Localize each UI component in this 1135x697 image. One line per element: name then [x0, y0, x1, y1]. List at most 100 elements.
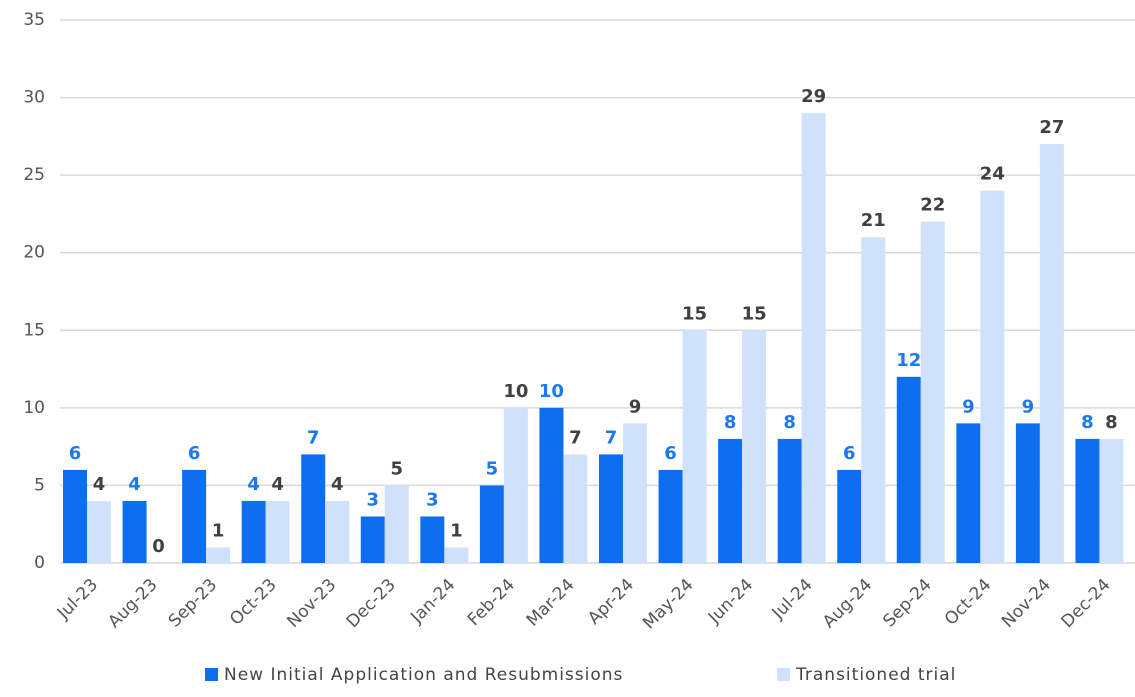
bar — [360, 516, 385, 563]
bar — [265, 500, 290, 563]
bar — [325, 500, 350, 563]
bar — [896, 376, 921, 563]
value-label: 4 — [331, 474, 344, 495]
bar — [301, 454, 326, 563]
y-tick-label: 25 — [23, 165, 45, 185]
x-tick-label: Dec-23 — [343, 575, 400, 632]
bar — [837, 469, 862, 563]
bar — [777, 438, 802, 563]
bar — [241, 500, 266, 563]
y-tick-label: 35 — [23, 10, 45, 30]
x-tick-label: Aug-23 — [104, 575, 161, 632]
x-tick-label: Jan-24 — [406, 575, 459, 628]
bar — [479, 485, 504, 563]
bar — [420, 516, 445, 563]
value-label: 29 — [801, 86, 826, 107]
legend-swatch — [777, 668, 790, 681]
legend-label: Transitioned trial — [795, 665, 956, 685]
value-label: 6 — [188, 443, 201, 464]
y-tick-label: 10 — [23, 398, 45, 418]
value-label: 6 — [843, 443, 856, 464]
x-tick-label: Nov-23 — [283, 575, 340, 632]
bar — [384, 485, 409, 563]
y-tick-label: 0 — [34, 553, 45, 573]
value-label: 9 — [1022, 396, 1035, 417]
x-tick-label: Jul-24 — [768, 575, 817, 624]
x-tick-label: Nov-24 — [998, 575, 1055, 632]
bar — [63, 469, 87, 563]
value-label: 0 — [152, 536, 165, 557]
y-tick-label: 5 — [34, 475, 45, 495]
value-label: 6 — [69, 443, 82, 464]
bar — [956, 423, 981, 563]
value-label: 7 — [569, 427, 582, 448]
bar — [801, 113, 826, 563]
bar — [1099, 438, 1124, 563]
value-label: 27 — [1039, 117, 1064, 138]
x-tick-label: Oct-23 — [226, 575, 281, 630]
bar — [599, 454, 623, 563]
y-tick-label: 15 — [23, 320, 45, 340]
bar — [920, 221, 945, 563]
bar — [122, 500, 147, 563]
bar — [539, 407, 564, 563]
bar — [861, 237, 886, 563]
value-label: 5 — [391, 458, 404, 479]
legend-swatch — [205, 668, 218, 681]
bar — [87, 500, 111, 563]
value-label: 9 — [629, 396, 642, 417]
bar — [182, 469, 207, 563]
value-label: 22 — [920, 195, 945, 216]
value-label: 10 — [503, 381, 528, 402]
x-tick-label: Jul-23 — [53, 575, 102, 624]
value-label: 24 — [980, 164, 1005, 185]
x-tick-label: Apr-24 — [584, 575, 638, 629]
value-label: 4 — [128, 474, 141, 495]
value-label: 8 — [1081, 412, 1094, 433]
bar — [1039, 144, 1064, 563]
x-tick-label: May-24 — [639, 575, 697, 633]
bar — [742, 330, 767, 563]
x-tick-label: Sep-23 — [165, 575, 221, 631]
y-tick-label: 20 — [23, 243, 45, 263]
bar — [444, 547, 469, 563]
bar — [503, 407, 528, 563]
value-label: 3 — [367, 489, 380, 510]
x-tick-label: Oct-24 — [941, 575, 996, 630]
bar — [682, 330, 707, 563]
x-tick-label: Feb-24 — [464, 575, 519, 630]
legend-label: New Initial Application and Resubmission… — [224, 665, 623, 685]
bar — [1015, 423, 1040, 563]
value-label: 4 — [93, 474, 106, 495]
value-label: 8 — [783, 412, 796, 433]
x-tick-label: Dec-24 — [1057, 575, 1114, 632]
x-tick-label: Jun-24 — [704, 575, 757, 628]
value-label: 10 — [539, 381, 564, 402]
y-tick-label: 30 — [23, 88, 45, 108]
x-tick-label: Aug-24 — [819, 575, 876, 632]
value-label: 7 — [307, 427, 320, 448]
value-label: 9 — [962, 396, 975, 417]
value-label: 5 — [486, 458, 499, 479]
x-tick-label: Mar-24 — [523, 575, 579, 631]
value-label: 4 — [271, 474, 284, 495]
value-label: 6 — [664, 443, 677, 464]
value-label: 15 — [742, 303, 767, 324]
value-label: 8 — [724, 412, 737, 433]
value-label: 8 — [1105, 412, 1118, 433]
bar — [206, 547, 231, 563]
value-label: 7 — [605, 427, 618, 448]
value-label: 3 — [426, 489, 439, 510]
bar — [658, 469, 683, 563]
bar — [623, 423, 647, 563]
value-label: 1 — [450, 520, 463, 541]
bar — [980, 190, 1005, 563]
bar — [718, 438, 743, 563]
value-label: 15 — [682, 303, 707, 324]
value-label: 4 — [247, 474, 260, 495]
bar — [1075, 438, 1100, 563]
bar — [563, 454, 588, 563]
value-label: 12 — [896, 350, 921, 371]
x-tick-label: Sep-24 — [879, 575, 935, 631]
